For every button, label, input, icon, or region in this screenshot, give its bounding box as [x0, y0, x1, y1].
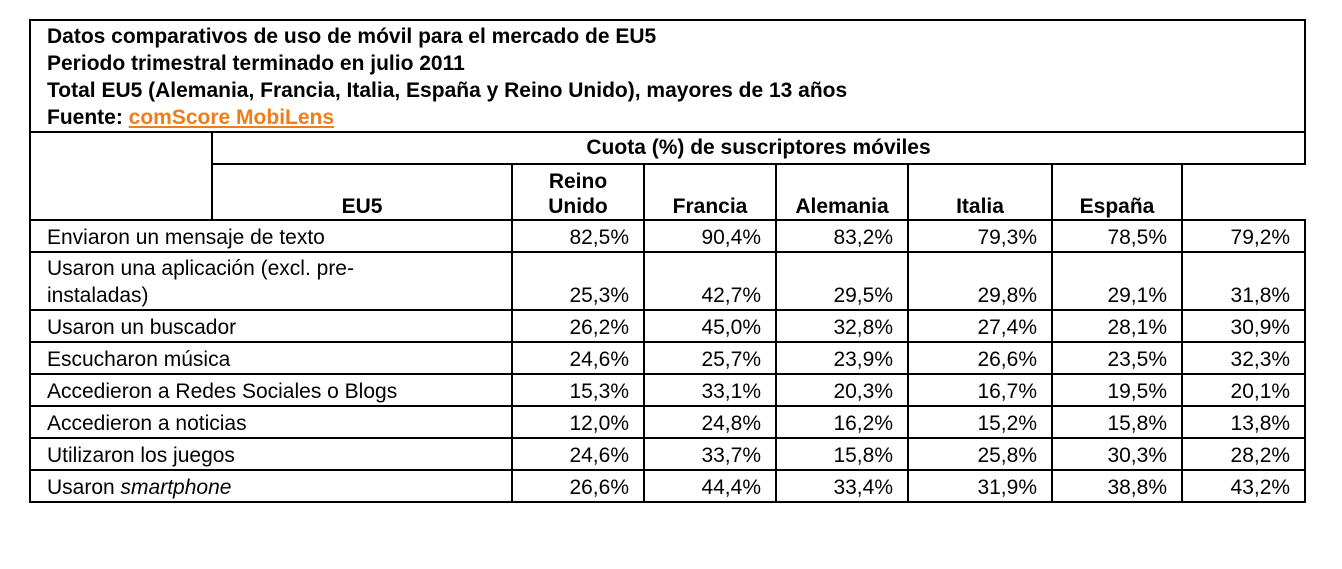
cell-francia: 16,2% [775, 405, 909, 439]
row-label: Accedieron a noticias [29, 405, 513, 439]
row-label: Enviaron un mensaje de texto [29, 219, 513, 253]
source-label: Fuente: [47, 106, 123, 129]
row-label: Usaron smartphone [29, 469, 513, 503]
cell-alemania: 26,6% [907, 341, 1053, 375]
cell-eu5: 26,2% [511, 309, 645, 343]
smartphone-term: smartphone [120, 476, 232, 499]
cell-francia: 20,3% [775, 373, 909, 407]
cell-reino-unido: 24,8% [643, 405, 777, 439]
cell-espana: 13,8% [1180, 405, 1307, 439]
column-header-reino-unido: Reino Unido [511, 163, 645, 221]
cell-italia: 19,5% [1051, 373, 1183, 407]
cell-espana: 31,8% [1180, 251, 1307, 311]
cell-francia: 15,8% [775, 437, 909, 471]
cell-reino-unido: 33,7% [643, 437, 777, 471]
source-link[interactable]: comScore MobiLens [128, 106, 335, 129]
cell-alemania: 79,3% [907, 219, 1053, 253]
cell-italia: 29,1% [1051, 251, 1183, 311]
header-corner-cell [29, 131, 213, 164]
cell-italia: 28,1% [1051, 309, 1183, 343]
cell-reino-unido: 42,7% [643, 251, 777, 311]
table-row: Utilizaron los juegos 24,6% 33,7% 15,8% … [29, 437, 1307, 471]
table-row: Usaron un buscador 26,2% 45,0% 32,8% 27,… [29, 309, 1307, 343]
column-header-francia: Francia [643, 163, 777, 221]
header-columns-row: EU5 Reino Unido Francia Alemania Italia E… [29, 163, 1305, 221]
cell-italia: 30,3% [1051, 437, 1183, 471]
cell-alemania: 29,8% [907, 251, 1053, 311]
cell-reino-unido: 90,4% [643, 219, 777, 253]
cell-alemania: 25,8% [907, 437, 1053, 471]
usage-table: Datos comparativos de uso de móvil para … [28, 19, 1307, 503]
column-header-italia: Italia [907, 163, 1053, 221]
cell-alemania: 27,4% [907, 309, 1053, 343]
header-corner-cell-lower [29, 164, 213, 221]
cell-italia: 23,5% [1051, 341, 1183, 375]
column-header-alemania: Alemania [775, 163, 909, 221]
cell-francia: 23,9% [775, 341, 909, 375]
row-label: Utilizaron los juegos [29, 437, 513, 471]
cell-espana: 28,2% [1180, 437, 1307, 471]
column-header-espana: España [1051, 163, 1183, 221]
cell-eu5: 24,6% [511, 437, 645, 471]
row-label: Escucharon música [29, 341, 513, 375]
cell-eu5: 12,0% [511, 405, 645, 439]
cell-espana: 32,3% [1180, 341, 1307, 375]
table-row: Accedieron a noticias 12,0% 24,8% 16,2% … [29, 405, 1307, 439]
cell-italia: 78,5% [1051, 219, 1183, 253]
cell-espana: 30,9% [1180, 309, 1307, 343]
cell-italia: 15,8% [1051, 405, 1183, 439]
table-row: Escucharon música 24,6% 25,7% 23,9% 26,6… [29, 341, 1307, 375]
table-row: Accedieron a Redes Sociales o Blogs 15,3… [29, 373, 1307, 407]
row-label: Accedieron a Redes Sociales o Blogs [29, 373, 513, 407]
cell-eu5: 26,6% [511, 469, 645, 503]
row-label: Usaron una aplicación (excl. pre-instala… [29, 251, 513, 311]
cell-eu5: 82,5% [511, 219, 645, 253]
table-row: Usaron una aplicación (excl. pre-instala… [29, 251, 1307, 311]
cell-eu5: 24,6% [511, 341, 645, 375]
table-row: Enviaron un mensaje de texto 82,5% 90,4%… [29, 219, 1307, 253]
header-group-row: Cuota (%) de suscriptores móviles [29, 131, 1307, 165]
cell-eu5: 15,3% [511, 373, 645, 407]
title-line-1: Datos comparativos de uso de móvil para … [47, 25, 657, 48]
cell-reino-unido: 45,0% [643, 309, 777, 343]
table-title-block: Datos comparativos de uso de móvil para … [28, 19, 1307, 133]
source-line: Fuente: comScore MobiLens [47, 104, 1288, 130]
cell-francia: 33,4% [775, 469, 909, 503]
cell-reino-unido: 33,1% [643, 373, 777, 407]
title-line-2: Periodo trimestral terminado en julio 20… [47, 52, 465, 75]
cell-italia: 38,8% [1051, 469, 1183, 503]
cell-espana: 20,1% [1180, 373, 1307, 407]
cell-alemania: 31,9% [907, 469, 1053, 503]
row-label: Usaron un buscador [29, 309, 513, 343]
quota-header: Cuota (%) de suscriptores móviles [210, 131, 1307, 165]
table-row: Usaron smartphone 26,6% 44,4% 33,4% 31,9… [29, 469, 1307, 503]
cell-reino-unido: 44,4% [643, 469, 777, 503]
cell-eu5: 25,3% [511, 251, 645, 311]
cell-francia: 29,5% [775, 251, 909, 311]
title-row: Datos comparativos de uso de móvil para … [28, 19, 1307, 133]
cell-espana: 79,2% [1180, 219, 1307, 253]
cell-francia: 83,2% [775, 219, 909, 253]
column-header-eu5: EU5 [211, 163, 513, 221]
title-line-3: Total EU5 (Alemania, Francia, Italia, Es… [47, 79, 848, 102]
cell-alemania: 15,2% [907, 405, 1053, 439]
cell-francia: 32,8% [775, 309, 909, 343]
cell-alemania: 16,7% [907, 373, 1053, 407]
cell-reino-unido: 25,7% [643, 341, 777, 375]
cell-espana: 43,2% [1180, 469, 1307, 503]
